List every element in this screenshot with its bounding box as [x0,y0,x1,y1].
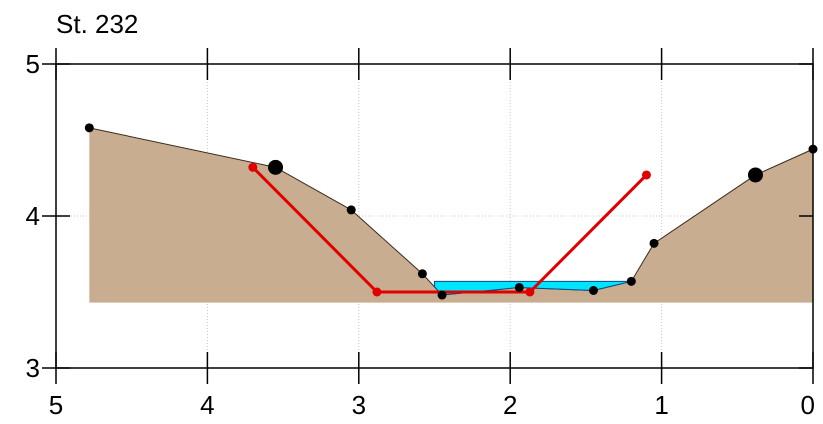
survey-point [84,123,94,133]
design-profile-line [251,166,648,294]
x-tick-label: 3 [352,390,366,420]
x-tick-label: 2 [503,390,517,420]
survey-point [437,290,447,300]
design-point [372,287,382,297]
survey-points-layer [84,123,818,300]
ground-area [89,127,814,303]
survey-point [626,276,636,286]
survey-point [747,167,763,183]
x-tick-labels: 5 4 3 2 1 0 [49,390,815,420]
y-tick-label: 3 [26,353,40,383]
survey-point [417,269,427,279]
survey-point [268,159,284,175]
x-tick-label: 0 [801,390,815,420]
chart-title: St. 232 [56,9,138,39]
y-tick-label: 4 [26,201,40,231]
design-profile-layer [248,162,651,297]
design-point [525,287,535,297]
y-tick-labels: 3 4 5 [26,49,40,383]
survey-point [514,282,524,292]
x-tick-label: 5 [49,390,63,420]
design-point [248,162,258,172]
survey-point [588,285,598,295]
survey-point [649,238,659,248]
survey-point [346,205,356,215]
x-tick-label: 4 [200,390,214,420]
design-point [641,170,651,180]
y-tick-label: 5 [26,49,40,79]
ground-layer [89,127,814,303]
x-tick-label: 1 [654,390,668,420]
axis-ticks [42,48,814,384]
